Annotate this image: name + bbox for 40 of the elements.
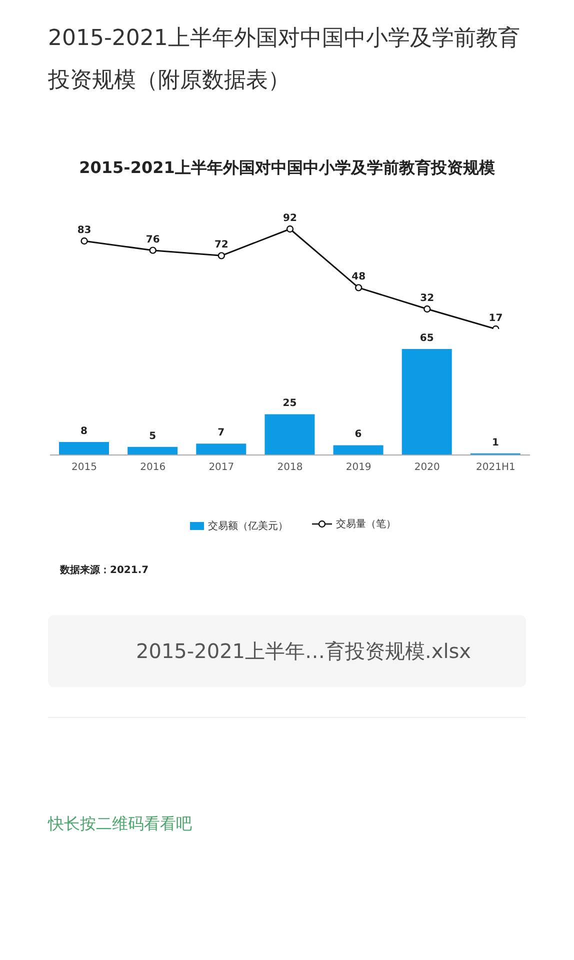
data-label: 7: [218, 428, 225, 439]
x-tick-label: 2017: [208, 462, 234, 474]
point: [424, 305, 431, 313]
point: [354, 284, 362, 292]
data-label: 72: [214, 240, 228, 251]
x-tick-label: 2018: [277, 462, 303, 474]
data-label: 1: [492, 437, 499, 448]
bar: [59, 442, 109, 455]
legend-label: 交易量（笔）: [335, 518, 396, 531]
data-label: 25: [282, 398, 297, 410]
source-note: 数据来源：2021.7: [58, 564, 150, 578]
data-label: 6: [354, 429, 362, 440]
x-tick-label: 2021H1: [476, 462, 516, 474]
bar: [128, 446, 178, 455]
point: [80, 237, 88, 245]
x-tick-label: 2019: [346, 462, 372, 474]
data-label: 76: [146, 234, 160, 246]
point: [218, 252, 226, 260]
data-label: 65: [420, 333, 434, 344]
legend-label: 交易额（亿美元）: [207, 520, 288, 533]
data-label: 5: [149, 430, 156, 442]
x-tick-label: 2015: [72, 462, 98, 474]
text: 2015-2021上半年…育投资规模.xlsx: [48, 615, 526, 687]
data-label: 92: [283, 213, 297, 224]
x-tick-label: 2020: [414, 462, 440, 474]
text: 快长按二维码看看吧: [48, 717, 526, 835]
bar: [402, 349, 452, 455]
data-label: 17: [488, 313, 503, 324]
chart-subtitle: 2015-2021上半年外国对中国中小学及学前教育投资规模: [78, 158, 496, 179]
bar: [264, 414, 315, 455]
data-label: 32: [420, 293, 434, 304]
bar: [196, 444, 246, 455]
x-tick-label: 2016: [140, 462, 166, 474]
data-label: 8: [80, 426, 88, 437]
data-label: 48: [352, 272, 366, 283]
chart-title: 2015-2021上半年外国对中国中小学及学前教育投资规模（附原数据表）: [47, 25, 521, 95]
point: [149, 246, 156, 254]
data-label: 83: [77, 225, 92, 236]
point: [286, 225, 294, 233]
bar: [333, 445, 384, 455]
